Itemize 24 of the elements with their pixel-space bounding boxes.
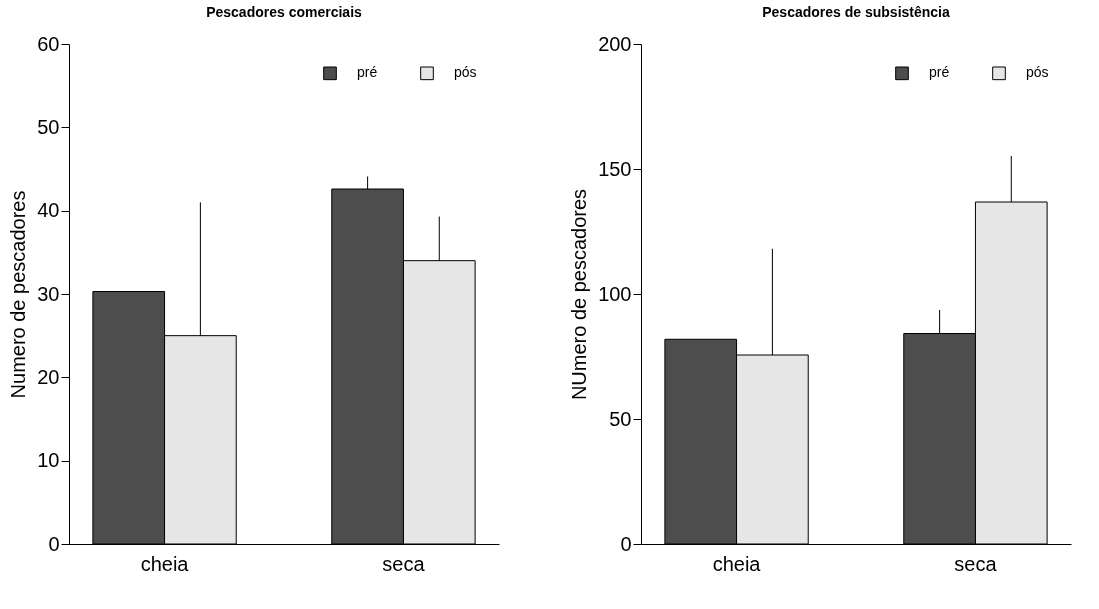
y-tick-label: 50 (609, 407, 632, 430)
y-tick-label: 30 (37, 282, 60, 305)
legend-label: pré (929, 64, 950, 81)
x-tick-label: cheia (140, 552, 190, 575)
y-tick-label: 150 (598, 157, 632, 180)
x-tick-label: seca (954, 552, 998, 575)
y-tick-label: 0 (620, 532, 632, 555)
legend-label: pós (454, 64, 477, 81)
y-tick-label: 0 (48, 532, 60, 555)
y-axis-title: Numero de pescadores (7, 190, 30, 399)
y-tick-label: 200 (598, 32, 632, 55)
y-tick-label: 40 (37, 199, 60, 222)
x-tick-label: cheia (712, 552, 762, 575)
y-tick-label: 20 (37, 365, 60, 388)
x-tick-label: seca (382, 552, 426, 575)
chart-title: Pescadores comerciais (206, 4, 363, 20)
legend-label: pós (1026, 64, 1049, 81)
y-tick-label: 60 (37, 32, 60, 55)
legend-label: pré (357, 64, 378, 81)
y-tick-label: 100 (598, 282, 632, 305)
y-axis-title: NUmero de pescadores (568, 188, 591, 401)
chart-title: Pescadores de subsistência (762, 4, 950, 20)
y-tick-label: 50 (37, 115, 60, 138)
y-tick-label: 10 (37, 449, 60, 472)
